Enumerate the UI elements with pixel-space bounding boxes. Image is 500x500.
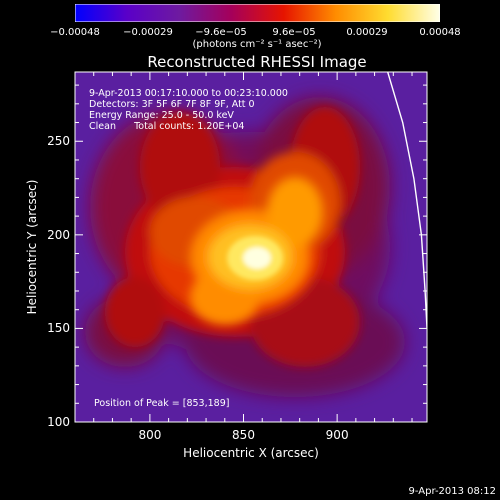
chart-title: Reconstructed RHESSI Image [147,53,367,71]
x-tick-label: 800 [138,428,162,442]
y-axis-label: Heliocentric Y (arcsec) [25,179,39,315]
colorbar [75,4,440,22]
colorbar-tick-label: 0.00048 [419,27,461,38]
x-tick-label: 900 [325,428,349,442]
y-tick-label: 100 [47,415,70,429]
annotation-time-range: 9-Apr-2013 00:17:10.000 to 00:23:10.000 [89,88,288,99]
annotation-clean: Clean Total counts: 1.20E+04 [89,121,245,132]
annotation-energy: Energy Range: 25.0 - 50.0 keV [89,110,234,121]
colorbar-tick-label: −0.00048 [50,27,100,38]
colorbar-tick-label: 0.00029 [346,27,388,38]
y-tick-label: 250 [47,134,70,149]
colorbar-gradient [75,4,440,22]
colorbar-tick-label: 9.6e−05 [272,27,316,38]
x-tick-label: 850 [232,428,255,442]
y-tick-label: 150 [47,321,70,336]
annotation-detectors: Detectors: 3F 5F 6F 7F 8F 9F, Att 0 [89,99,255,110]
plot-area: 9-Apr-2013 00:17:10.000 to 00:23:10.000 … [75,72,427,422]
colorbar-tick-label: −0.00029 [123,27,173,38]
colorbar-units: (photons cm⁻² s⁻¹ asec⁻²) [192,39,322,50]
heatmap-core [227,236,283,280]
colorbar-tick-label: −9.6e−05 [195,27,247,38]
annotation-peak: Position of Peak = [853,189] [94,398,230,409]
footer-date: 9-Apr-2013 08:12 [408,486,496,497]
y-tick-label: 200 [47,227,70,242]
x-axis-label: Heliocentric X (arcsec) [183,446,319,460]
